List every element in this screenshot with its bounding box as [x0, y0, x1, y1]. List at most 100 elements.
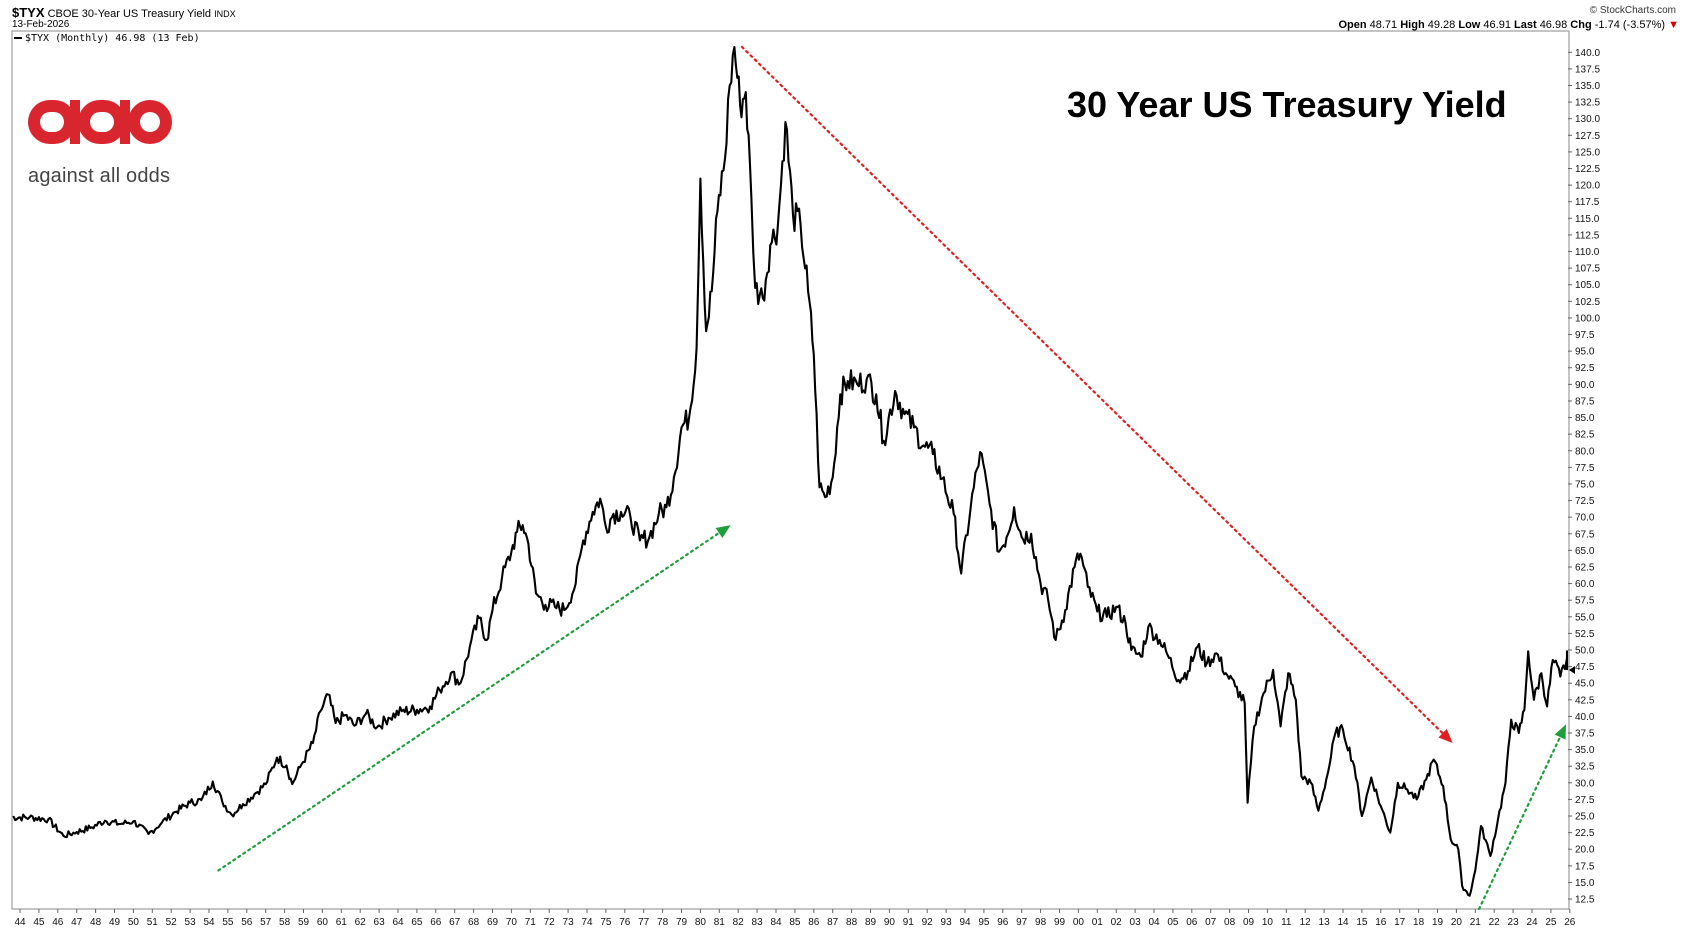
- x-tick-label: 63: [374, 917, 386, 928]
- y-tick-label: 42.5: [1575, 695, 1595, 706]
- x-tick-label: 79: [676, 917, 688, 928]
- x-tick-label: 71: [525, 917, 537, 928]
- y-tick-label: 47.5: [1575, 662, 1595, 673]
- red-down-arrow-head: [1438, 728, 1453, 743]
- x-tick-label: 82: [733, 917, 745, 928]
- x-tick-label: 56: [241, 917, 253, 928]
- x-tick-label: 98: [1035, 917, 1047, 928]
- x-tick-label: 88: [846, 917, 858, 928]
- y-tick-label: 112.5: [1575, 230, 1600, 241]
- y-tick-label: 60.0: [1575, 579, 1595, 590]
- y-tick-label: 122.5: [1575, 164, 1600, 175]
- x-tick-label: 87: [827, 917, 839, 928]
- header-date: 13-Feb-2026: [12, 19, 70, 30]
- y-tick-label: 120.0: [1575, 181, 1600, 192]
- x-tick-label: 16: [1375, 917, 1387, 928]
- y-tick-label: 130.0: [1575, 114, 1600, 125]
- x-tick-label: 51: [147, 917, 159, 928]
- y-tick-label: 40.0: [1575, 712, 1595, 723]
- x-tick-label: 59: [298, 917, 310, 928]
- y-tick-label: 30.0: [1575, 778, 1595, 789]
- y-tick-label: 132.5: [1575, 98, 1600, 109]
- x-tick-label: 92: [922, 917, 934, 928]
- ohlc-stats: Open 48.71 High 49.28 Low 46.91 Last 46.…: [1338, 19, 1679, 31]
- x-tick-label: 05: [1167, 917, 1179, 928]
- header-ticker-line: $TYX CBOE 30-Year US Treasury Yield INDX: [12, 5, 236, 20]
- last-label: Last: [1514, 19, 1537, 31]
- y-tick-label: 90.0: [1575, 380, 1595, 391]
- y-tick-label: 57.5: [1575, 596, 1595, 607]
- x-tick-label: 72: [544, 917, 556, 928]
- chg-label: Chg: [1570, 19, 1592, 31]
- y-tick-label: 65.0: [1575, 546, 1595, 557]
- x-tick-label: 89: [865, 917, 877, 928]
- x-tick-label: 11: [1281, 917, 1292, 928]
- high-label: High: [1400, 19, 1425, 31]
- y-tick-label: 52.5: [1575, 629, 1595, 640]
- x-tick-label: 23: [1508, 917, 1520, 928]
- y-tick-label: 85.0: [1575, 413, 1595, 424]
- low-value: 46.91: [1483, 19, 1511, 31]
- x-tick-label: 49: [109, 917, 121, 928]
- x-tick-label: 03: [1130, 917, 1142, 928]
- x-axis: 44 45 46 47 48 49 50 51 52 53 54 55 56 57 58 59 60 61 62 63…: [14, 909, 1576, 928]
- y-tick-label: 92.5: [1575, 363, 1595, 374]
- y-tick-label: 102.5: [1575, 297, 1600, 308]
- x-tick-label: 77: [638, 917, 650, 928]
- x-tick-label: 46: [52, 917, 64, 928]
- y-tick-label: 115.0: [1575, 214, 1600, 225]
- x-tick-label: 93: [941, 917, 953, 928]
- x-tick-label: 01: [1092, 917, 1104, 928]
- y-tick-label: 105.0: [1575, 280, 1600, 291]
- y-tick-label: 25.0: [1575, 812, 1595, 823]
- y-tick-label: 127.5: [1575, 131, 1600, 142]
- x-tick-label: 21: [1470, 917, 1482, 928]
- low-label: Low: [1458, 19, 1481, 31]
- x-tick-label: 90: [884, 917, 896, 928]
- plot-frame: [11, 30, 1570, 910]
- y-tick-label: 75.0: [1575, 479, 1595, 490]
- y-tick-label: 62.5: [1575, 562, 1595, 573]
- y-tick-label: 32.5: [1575, 762, 1595, 773]
- x-tick-label: 67: [449, 917, 461, 928]
- x-tick-label: 76: [619, 917, 631, 928]
- y-tick-label: 50.0: [1575, 645, 1595, 656]
- x-tick-label: 04: [1148, 917, 1160, 928]
- green-up-arrow-1-line: [217, 531, 721, 872]
- y-tick-label: 82.5: [1575, 430, 1595, 441]
- y-tick-label: 37.5: [1575, 729, 1595, 740]
- x-tick-label: 96: [997, 917, 1009, 928]
- x-tick-label: 48: [90, 917, 102, 928]
- y-tick-label: 70.0: [1575, 513, 1595, 524]
- x-tick-label: 60: [317, 917, 329, 928]
- x-tick-label: 18: [1413, 917, 1425, 928]
- x-tick-label: 95: [978, 917, 990, 928]
- chg-value: -1.74 (-3.57%): [1594, 19, 1666, 31]
- y-tick-label: 67.5: [1575, 529, 1595, 540]
- x-tick-label: 02: [1111, 917, 1123, 928]
- x-tick-label: 65: [411, 917, 423, 928]
- x-tick-label: 17: [1394, 917, 1406, 928]
- x-tick-label: 73: [563, 917, 575, 928]
- last-value: 46.98: [1539, 19, 1568, 31]
- x-tick-label: 07: [1205, 917, 1217, 928]
- y-tick-label: 72.5: [1575, 496, 1595, 507]
- x-tick-label: 80: [695, 917, 707, 928]
- y-tick-label: 140.0: [1575, 48, 1600, 59]
- x-tick-label: 66: [430, 917, 442, 928]
- x-tick-label: 26: [1564, 917, 1576, 928]
- x-tick-label: 84: [770, 917, 782, 928]
- y-axis: 12.5 15.0 17.5 20.0 22.5 25.0 27.5 30.0 32.5 35.0…: [1568, 48, 1600, 906]
- x-tick-label: 81: [714, 917, 726, 928]
- x-tick-label: 52: [166, 917, 178, 928]
- high-value: 49.28: [1427, 19, 1456, 31]
- x-tick-label: 85: [789, 917, 801, 928]
- logo-text: against all odds: [28, 165, 171, 187]
- ticker-symbol: $TYX: [12, 5, 45, 20]
- x-tick-label: 50: [128, 917, 140, 928]
- x-tick-label: 62: [355, 917, 367, 928]
- x-tick-label: 97: [1016, 917, 1028, 928]
- x-tick-label: 75: [600, 917, 612, 928]
- x-tick-label: 10: [1262, 917, 1274, 928]
